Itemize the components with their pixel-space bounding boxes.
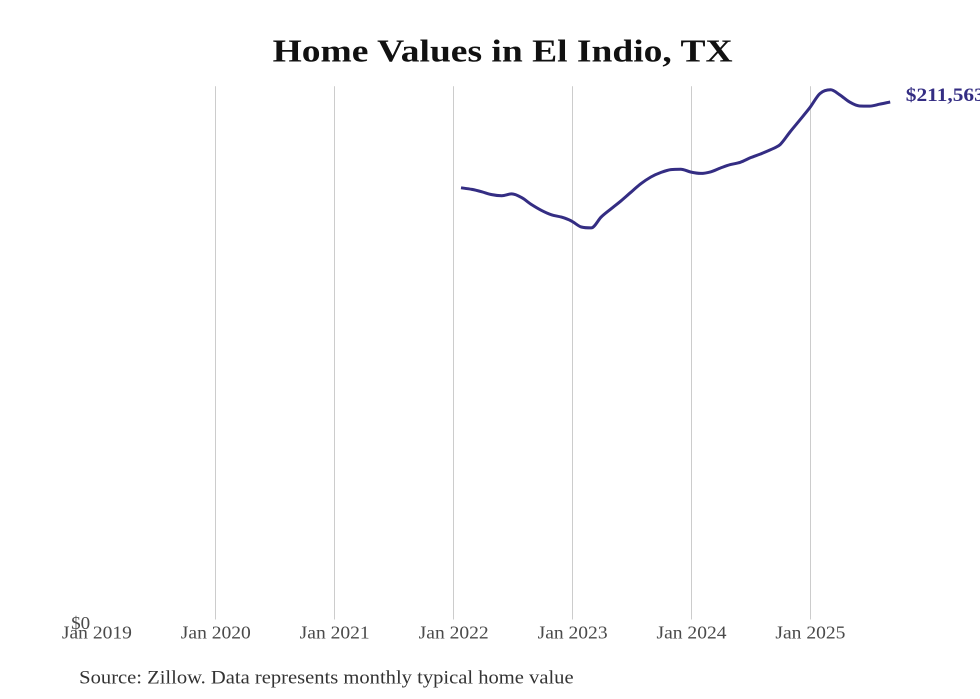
svg-text:Jan 2020: Jan 2020 <box>181 623 251 643</box>
svg-text:Jan 2024: Jan 2024 <box>657 623 727 643</box>
svg-text:Jan 2021: Jan 2021 <box>300 623 370 643</box>
svg-text:Home Values in El Indio, TX: Home Values in El Indio, TX <box>273 33 733 69</box>
svg-text:$211,563: $211,563 <box>906 85 980 106</box>
svg-text:Jan 2025: Jan 2025 <box>775 623 845 643</box>
svg-text:Source: Zillow. Data represent: Source: Zillow. Data represents monthly … <box>79 667 573 688</box>
svg-text:Jan 2019: Jan 2019 <box>62 623 132 643</box>
svg-text:Jan 2023: Jan 2023 <box>538 623 608 643</box>
svg-text:Jan 2022: Jan 2022 <box>419 623 489 643</box>
svg-text:$0: $0 <box>71 613 90 633</box>
